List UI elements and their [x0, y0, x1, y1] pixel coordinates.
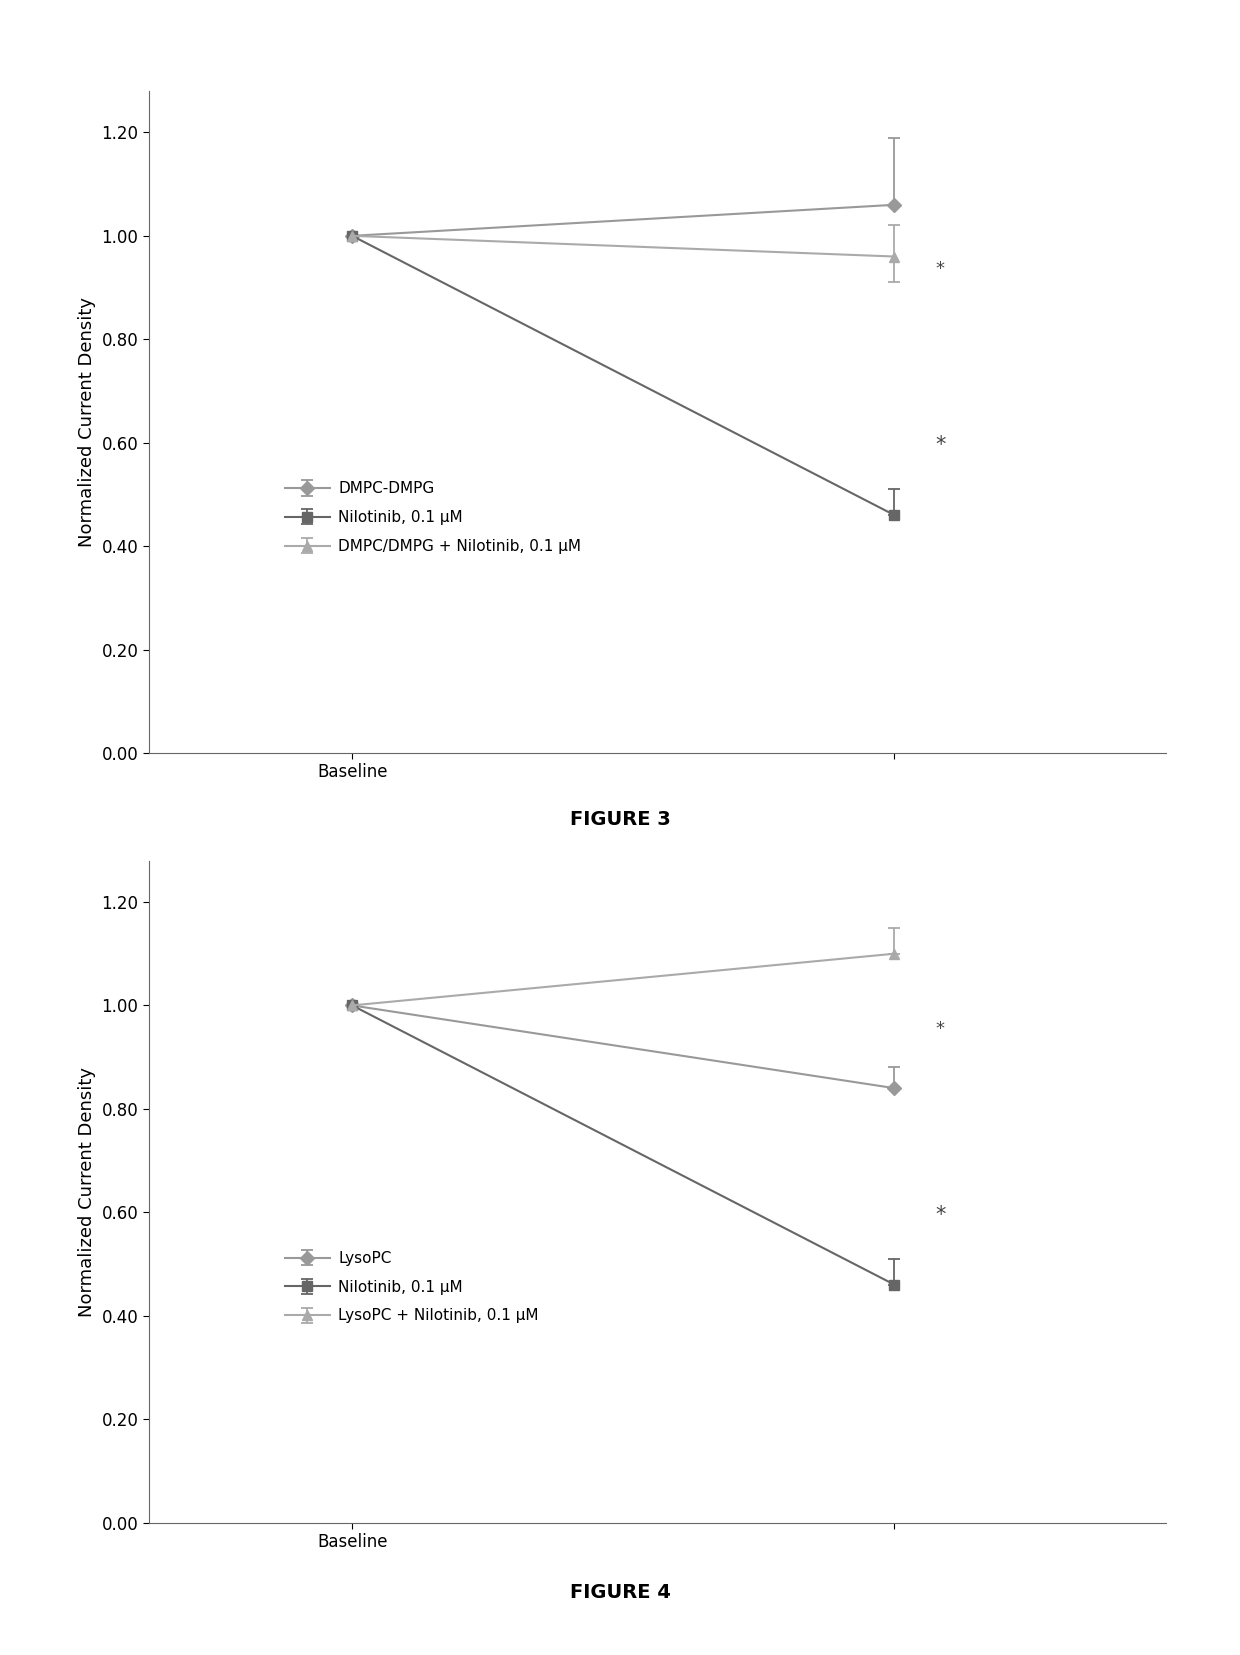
Legend: DMPC-DMPG, Nilotinib, 0.1 μM, DMPC/DMPG + Nilotinib, 0.1 μM: DMPC-DMPG, Nilotinib, 0.1 μM, DMPC/DMPG … [279, 475, 588, 559]
Legend: LysoPC, Nilotinib, 0.1 μM, LysoPC + Nilotinib, 0.1 μM: LysoPC, Nilotinib, 0.1 μM, LysoPC + Nilo… [279, 1245, 544, 1329]
Text: FIGURE 4: FIGURE 4 [569, 1582, 671, 1602]
Text: *: * [935, 1205, 946, 1225]
Text: *: * [935, 1019, 944, 1038]
Text: *: * [935, 260, 944, 278]
Y-axis label: Normalized Current Density: Normalized Current Density [78, 1066, 95, 1317]
Text: *: * [935, 435, 946, 455]
Y-axis label: Normalized Current Density: Normalized Current Density [78, 296, 95, 548]
Text: FIGURE 3: FIGURE 3 [569, 809, 671, 829]
